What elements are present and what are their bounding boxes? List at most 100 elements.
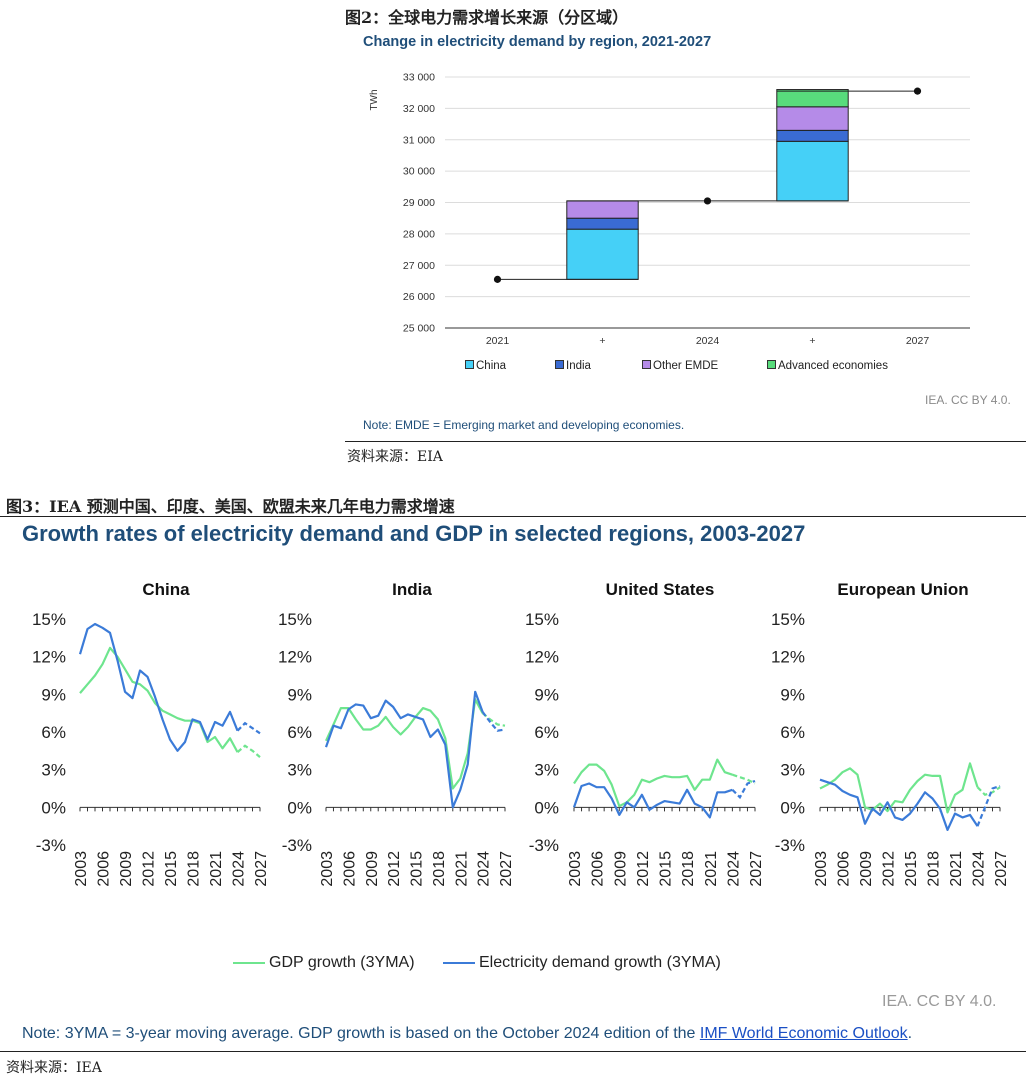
legend-label-advanced: Advanced economies	[778, 360, 888, 372]
y-tick-label: 3%	[780, 761, 805, 780]
gdp-line	[325, 698, 484, 790]
total-marker	[913, 87, 922, 95]
x-tick-label: 2012	[386, 851, 403, 887]
x-tick-label: 2021	[948, 851, 965, 887]
y-tick-label: 0%	[287, 798, 312, 817]
x-tick-label: 2009	[612, 851, 629, 887]
x-tick-label: 2024	[476, 851, 493, 887]
y-tick-label: 3%	[534, 761, 559, 780]
y-tick-label: 9%	[780, 685, 805, 704]
x-tick-label: 2027	[498, 851, 515, 887]
x-tick-label: +	[599, 335, 605, 347]
x-tick-label: 2009	[858, 851, 875, 887]
figure2-caption: 图2：全球电力需求增长来源（分区域）	[345, 8, 629, 27]
y-tick-label: -3%	[775, 836, 805, 855]
gdp-line-projection	[236, 744, 261, 758]
legend-swatch-gdp	[233, 961, 265, 964]
x-tick-label: +	[809, 335, 815, 347]
legend-swatch-advanced	[767, 360, 776, 369]
x-tick-label: 2003	[73, 851, 90, 887]
legend-item-china: China	[465, 360, 506, 372]
waterfall-chart: 25 000 26 000 27 000 28 000 29 000 30 000 31 0…	[369, 72, 970, 347]
figure2-note: Note: EMDE = Emerging market and develop…	[363, 418, 685, 432]
x-tick-label: 2024	[231, 851, 248, 887]
x-tick-label: 2027	[748, 851, 765, 887]
figure3-caption: 图3：IEA 预测中国、印度、美国、欧盟未来几年电力需求增速	[6, 497, 455, 516]
gdp-line-projection	[732, 773, 756, 785]
y-tick-label: 15%	[771, 610, 805, 629]
figure3-note: Note: 3YMA = 3-year moving average. GDP …	[22, 1025, 912, 1043]
legend-swatch-other-emde	[642, 360, 651, 369]
y-tick-label: -3%	[282, 836, 312, 855]
x-tick-label: 2021	[486, 335, 510, 347]
chart3-legend: GDP growth (3YMA) Electricity demand gro…	[233, 954, 721, 972]
y-tick-label: 9%	[41, 685, 66, 704]
panel-title: United States	[606, 580, 715, 599]
panel-title: European Union	[837, 580, 968, 599]
x-tick-label: 2021	[453, 851, 470, 887]
x-tick-label: 2015	[409, 851, 426, 887]
x-tick-label: 2003	[319, 851, 336, 887]
legend-swatch-china	[465, 360, 474, 369]
y-tick-label: 29 000	[403, 197, 435, 209]
x-tick-label: 2027	[253, 851, 270, 887]
x-tick-label: 2006	[836, 851, 853, 887]
x-tick-label: 2027	[993, 851, 1010, 887]
chart3-title: Growth rates of electricity demand and G…	[22, 521, 806, 546]
y-tick-label: 15%	[525, 610, 559, 629]
imf-weo-link[interactable]: IMF World Economic Outlook	[699, 1025, 908, 1042]
y-tick-label: 0%	[534, 798, 559, 817]
x-tick-label: 2018	[186, 851, 203, 887]
bar-china	[566, 228, 639, 280]
bar-advanced	[776, 89, 849, 108]
y-tick-label: 32 000	[403, 103, 435, 115]
panel-india: India -3% 0% 3% 6% 9% 12% 15% 2003 2006 2009 2012 20…	[278, 580, 515, 887]
x-tick-label: 2024	[696, 335, 720, 347]
x-tick-label: 2012	[635, 851, 652, 887]
electricity-line	[324, 690, 484, 809]
y-tick-label: 6%	[780, 723, 805, 742]
bar-india	[566, 217, 639, 230]
x-tick-label: 2012	[881, 851, 898, 887]
legend-item-other-emde: Other EMDE	[642, 360, 718, 372]
electricity-line-projection	[236, 721, 261, 735]
panel-title: China	[142, 580, 190, 599]
x-tick-label: 2018	[926, 851, 943, 887]
y-tick-label: 12%	[771, 648, 805, 667]
electricity-line-projection	[731, 779, 756, 800]
y-tick-label: 0%	[780, 798, 805, 817]
electricity-line	[572, 782, 733, 819]
legend-item-india: India	[555, 360, 591, 372]
total-marker	[493, 275, 502, 283]
y-tick-label: 27 000	[403, 260, 435, 272]
total-marker	[703, 197, 712, 205]
note-suffix: .	[907, 1025, 913, 1042]
legend-label-electricity: Electricity demand growth (3YMA)	[478, 954, 721, 971]
y-tick-label: 15%	[278, 610, 312, 629]
y-tick-label: 12%	[32, 648, 66, 667]
y-tick-label: -3%	[529, 836, 559, 855]
y-tick-label: 3%	[287, 761, 312, 780]
divider	[0, 516, 1026, 517]
x-tick-label: 2015	[658, 851, 675, 887]
gdp-line	[79, 646, 239, 753]
divider	[345, 441, 1026, 442]
y-tick-label: 30 000	[403, 166, 435, 178]
y-tick-label: 0%	[41, 798, 66, 817]
legend-label-gdp: GDP growth (3YMA)	[269, 954, 415, 971]
x-tick-label: 2018	[680, 851, 697, 887]
legend-swatch-india	[555, 360, 564, 369]
legend-item-gdp: GDP growth (3YMA)	[233, 954, 415, 972]
y-tick-label: -3%	[36, 836, 66, 855]
gdp-line-projection	[481, 712, 506, 727]
figure2-credit: IEA. CC BY 4.0.	[925, 393, 1011, 407]
figure3-credit: IEA. CC BY 4.0.	[882, 993, 997, 1010]
bar-india	[776, 129, 849, 142]
x-tick-label: 2015	[903, 851, 920, 887]
bar-other-emde	[776, 106, 849, 131]
y-tick-label: 6%	[41, 723, 66, 742]
gdp-line	[573, 758, 733, 808]
x-tick-label: 2021	[208, 851, 225, 887]
x-tick-label: 2003	[567, 851, 584, 887]
y-tick-label: 28 000	[403, 228, 435, 240]
